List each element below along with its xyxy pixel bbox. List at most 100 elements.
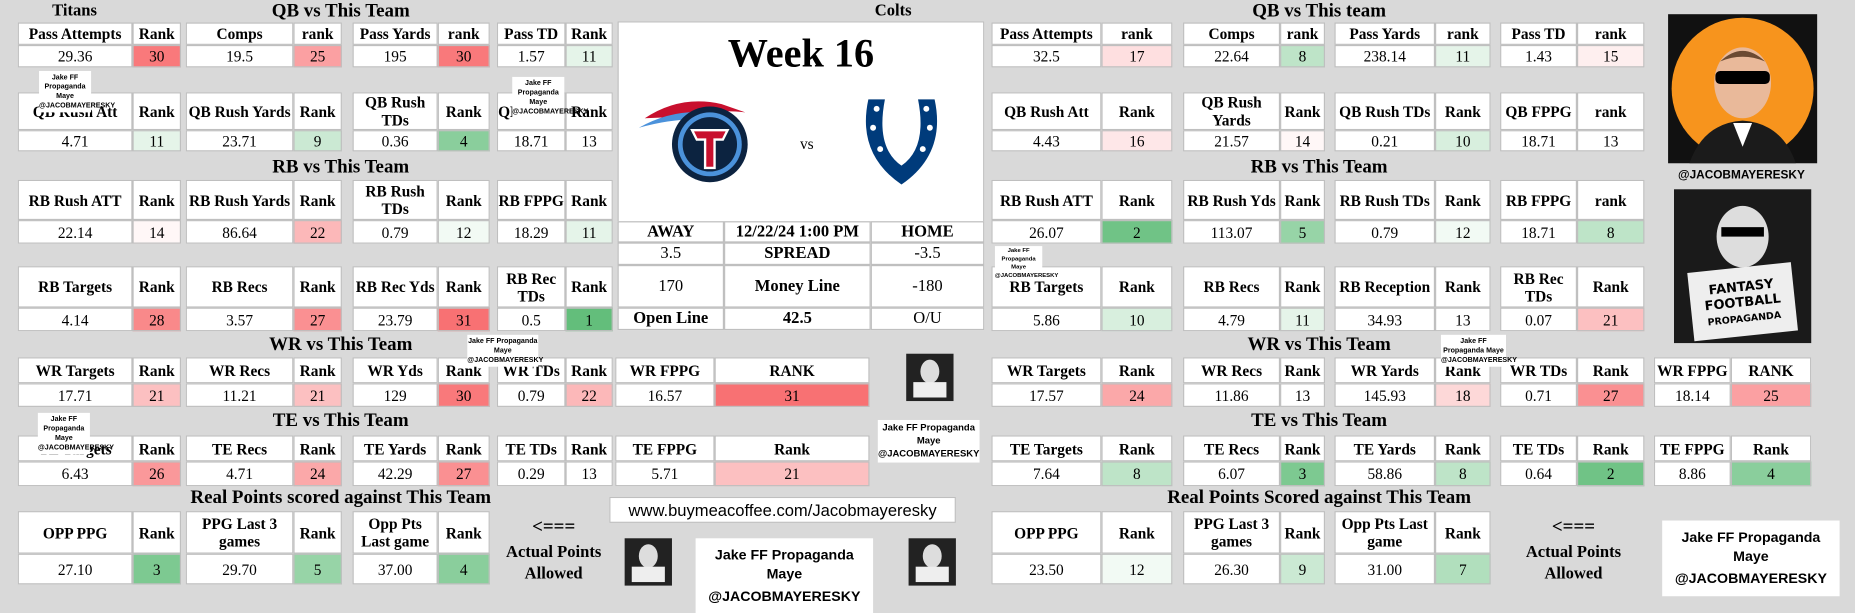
rank-header: Rank (1101, 266, 1173, 308)
goat-icon (908, 538, 956, 586)
rank-value: 8 (1101, 461, 1173, 487)
stat-value: 18.29 (496, 220, 566, 244)
stat-value: 238.14 (1334, 44, 1436, 68)
stat-header: QB Rush Yards (185, 92, 294, 131)
stat-value: 0.36 (352, 130, 438, 152)
stat-value: 4.79 (1183, 307, 1281, 332)
rank-header: Rank (1576, 357, 1645, 384)
section-title: TE vs This Team (272, 410, 409, 431)
rank-header: Rank (437, 435, 490, 462)
rank-header: Rank (565, 357, 613, 384)
rank-header: Rank (293, 357, 342, 384)
stat-header: WR TDs (1500, 357, 1577, 384)
rank-value: 12 (1101, 553, 1173, 585)
rank-header: Rank (565, 435, 613, 462)
watermark: Jake FF Propaganda Maye @JACOBMAYERESKY (39, 70, 115, 113)
rank-value: 16 (1101, 130, 1173, 152)
stat-value: 18.71 (1500, 220, 1577, 244)
rank-value: 13 (1576, 130, 1645, 152)
stat-value: 4.71 (17, 130, 133, 152)
rank-header: Rank (565, 22, 613, 45)
stat-header: TE FPPG (615, 435, 715, 462)
rank-header: Rank (1101, 92, 1173, 131)
rank-value: 27 (437, 461, 490, 487)
rank-value: 24 (293, 461, 342, 487)
stat-value: 23.71 (185, 130, 294, 152)
vs-label: vs (799, 134, 814, 153)
rank-header: Rank (1435, 511, 1491, 554)
rank-header: Rank (132, 179, 182, 221)
rank-header: Rank (1280, 92, 1326, 131)
rank-value: 27 (293, 307, 342, 332)
stat-header: TE Recs (1183, 435, 1281, 462)
goat-icon (624, 538, 672, 586)
dashboard: Week 16 vs FANTASY FOOTBALL PROPAGANDA C… (17, 1, 1840, 613)
website: www.buymeacoffee.com/Jacobmayeresky (609, 496, 956, 523)
stat-header: TE Yards (352, 435, 438, 462)
rank-header: Rank (132, 266, 182, 308)
stat-header: QB Rush TDs (1334, 92, 1436, 131)
rank-header: Rank (437, 266, 490, 308)
section-title: RB vs This Team (1250, 157, 1388, 178)
stat-value: 22.14 (17, 220, 133, 244)
week-title: Week 16 (727, 31, 875, 76)
stat-value: 4.14 (17, 307, 133, 332)
stat-header: WR Yds (352, 357, 438, 384)
section-title: Real Points scored against This Team (190, 487, 492, 508)
stat-value: 7.64 (991, 461, 1102, 487)
rank-value: 3 (1280, 461, 1326, 487)
titans-logo (638, 101, 748, 183)
stat-header: RB Rec TDs (496, 266, 566, 308)
rank-value: 21 (1576, 307, 1645, 332)
stat-header: WR Recs (1183, 357, 1281, 384)
stat-value: 86.64 (185, 220, 294, 244)
stat-header: Pass TD (496, 22, 566, 45)
rank-header: Rank (293, 92, 342, 131)
stat-value: 26.30 (1183, 553, 1281, 585)
rank-header: rank (1435, 22, 1491, 45)
watermark: Jake FF Propaganda Maye @JACOBMAYERESKY (1440, 334, 1518, 368)
stat-header: Pass TD (1500, 22, 1577, 45)
stat-header: TE Targets (991, 435, 1102, 462)
rank-value: 3 (132, 553, 182, 585)
watermark: Jake FF Propaganda Maye @JACOBMAYERESKY (994, 246, 1058, 281)
game-cell: -3.5 (870, 242, 985, 266)
note-arrow: <=== (1551, 516, 1596, 538)
rank-header: Rank (1435, 266, 1491, 308)
stat-value: 11.86 (1183, 383, 1281, 407)
stat-header: RB Rec Yds (352, 266, 438, 308)
stat-value: 23.79 (352, 307, 438, 332)
rank-value: 11 (565, 220, 613, 244)
rank-value: 13 (1280, 383, 1326, 407)
rank-value: 12 (1435, 220, 1491, 244)
stat-header: TE Yards (1334, 435, 1436, 462)
stat-value: 16.57 (615, 383, 715, 407)
watermark-name: Jake FF Propaganda Maye (714, 546, 854, 583)
rank-header: Rank (132, 92, 182, 131)
rank-value: 31 (437, 307, 490, 332)
watermark-name: Jake FF Propaganda Maye (1443, 337, 1504, 355)
rank-value: 25 (293, 44, 342, 68)
stat-header: RB Targets (17, 266, 133, 308)
watermark-handle: @JACOBMAYERESKY (1440, 356, 1518, 365)
stat-value: 4.71 (185, 461, 294, 487)
stat-value: 8.86 (1653, 461, 1731, 487)
stat-header: RB Recs (185, 266, 294, 308)
game-cell: 170 (617, 265, 725, 308)
stat-header: QB Rush Att (991, 92, 1102, 131)
section-title: WR vs This Team (1247, 334, 1391, 355)
stat-header: Pass Yards (1334, 22, 1436, 45)
rank-value: 28 (132, 307, 182, 332)
stat-value: 18.71 (496, 130, 566, 152)
section-title: TE vs This Team (1251, 410, 1388, 431)
stat-value: 32.5 (991, 44, 1102, 68)
stat-value: 19.5 (185, 44, 294, 68)
stat-header: RB FPPG (496, 179, 566, 221)
rank-header: rank (1576, 92, 1645, 131)
stat-header: RB Rush Yards (185, 179, 294, 221)
rank-header: rank (1101, 22, 1173, 45)
rank-header: Rank (132, 22, 182, 45)
watermark-name: Jake FF Propaganda Maye (44, 73, 86, 101)
rank-value: 14 (132, 220, 182, 244)
watermark: Jake FF Propaganda Maye @JACOBMAYERESKY (695, 538, 874, 613)
